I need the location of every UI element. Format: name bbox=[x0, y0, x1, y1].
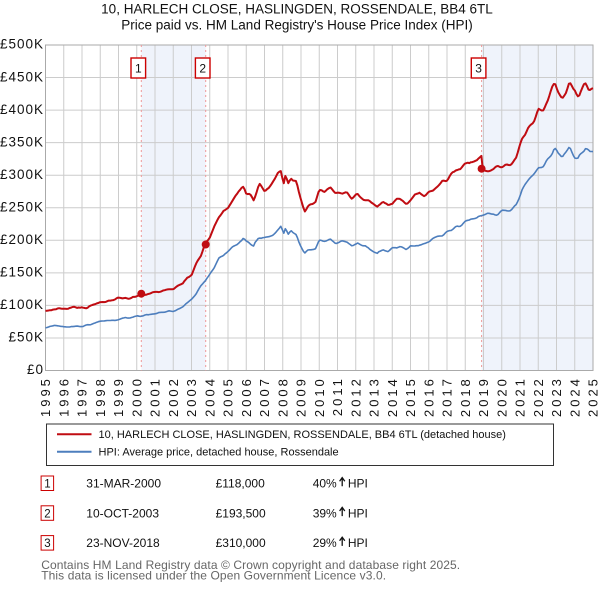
svg-text:2004: 2004 bbox=[202, 376, 217, 417]
svg-text:2006: 2006 bbox=[239, 376, 254, 417]
svg-text:£400K: £400K bbox=[0, 102, 44, 117]
svg-text:£100K: £100K bbox=[0, 297, 44, 312]
svg-text:2011: 2011 bbox=[330, 376, 345, 416]
svg-text:10, HARLECH CLOSE, HASLINGDEN,: 10, HARLECH CLOSE, HASLINGDEN, ROSSENDAL… bbox=[101, 2, 493, 17]
svg-text:2017: 2017 bbox=[440, 376, 455, 417]
svg-text:2010: 2010 bbox=[312, 376, 327, 417]
svg-text:10-OCT-2003: 10-OCT-2003 bbox=[86, 506, 159, 520]
svg-text:10, HARLECH CLOSE, HASLINGDEN,: 10, HARLECH CLOSE, HASLINGDEN, ROSSENDAL… bbox=[99, 429, 506, 441]
svg-text:29%: 29% bbox=[313, 536, 337, 550]
svg-text:1: 1 bbox=[44, 479, 50, 491]
svg-text:Price paid vs. HM Land Registr: Price paid vs. HM Land Registry's House … bbox=[121, 17, 472, 32]
svg-text:1997: 1997 bbox=[75, 376, 90, 417]
svg-text:This data is licensed under th: This data is licensed under the Open Gov… bbox=[41, 569, 386, 583]
svg-text:£300K: £300K bbox=[0, 167, 44, 182]
svg-text:£310,000: £310,000 bbox=[216, 536, 266, 550]
svg-text:HPI: HPI bbox=[348, 506, 368, 520]
svg-text:£350K: £350K bbox=[0, 134, 44, 149]
svg-text:3: 3 bbox=[475, 61, 482, 75]
svg-text:HPI: Average price, detached h: HPI: Average price, detached house, Ross… bbox=[99, 447, 339, 459]
svg-text:2009: 2009 bbox=[294, 376, 309, 417]
svg-text:1995: 1995 bbox=[38, 376, 53, 417]
svg-text:2002: 2002 bbox=[166, 376, 181, 417]
svg-text:2018: 2018 bbox=[458, 376, 473, 417]
svg-text:2022: 2022 bbox=[531, 376, 546, 417]
svg-text:2014: 2014 bbox=[385, 376, 400, 417]
svg-text:2023: 2023 bbox=[549, 376, 564, 417]
svg-text:2000: 2000 bbox=[129, 376, 144, 417]
svg-text:2020: 2020 bbox=[494, 376, 509, 417]
svg-text:2016: 2016 bbox=[421, 376, 436, 417]
svg-text:£193,500: £193,500 bbox=[216, 506, 266, 520]
svg-text:£150K: £150K bbox=[0, 265, 44, 280]
svg-text:2025: 2025 bbox=[586, 376, 600, 417]
svg-text:HPI: HPI bbox=[348, 477, 368, 491]
svg-text:2: 2 bbox=[199, 61, 206, 75]
svg-text:2: 2 bbox=[44, 508, 50, 520]
svg-text:31-MAR-2000: 31-MAR-2000 bbox=[86, 477, 161, 491]
svg-text:23-NOV-2018: 23-NOV-2018 bbox=[86, 536, 160, 550]
svg-text:2012: 2012 bbox=[348, 376, 363, 417]
svg-text:£450K: £450K bbox=[0, 69, 44, 84]
svg-text:2005: 2005 bbox=[221, 376, 236, 417]
svg-text:2024: 2024 bbox=[567, 376, 582, 417]
svg-text:£0: £0 bbox=[27, 362, 44, 377]
svg-text:1999: 1999 bbox=[111, 376, 126, 417]
svg-text:2008: 2008 bbox=[275, 376, 290, 417]
svg-text:£500K: £500K bbox=[0, 37, 44, 52]
svg-text:40%: 40% bbox=[313, 477, 337, 491]
svg-text:2015: 2015 bbox=[403, 376, 418, 417]
svg-text:£250K: £250K bbox=[0, 199, 44, 214]
svg-text:2021: 2021 bbox=[513, 376, 528, 417]
svg-text:£50K: £50K bbox=[8, 330, 44, 345]
svg-text:£200K: £200K bbox=[0, 232, 44, 247]
svg-text:1998: 1998 bbox=[93, 376, 108, 417]
svg-text:2003: 2003 bbox=[184, 376, 199, 417]
svg-text:HPI: HPI bbox=[348, 536, 368, 550]
svg-text:2001: 2001 bbox=[148, 376, 163, 417]
svg-text:2007: 2007 bbox=[257, 376, 272, 417]
svg-text:Contains HM Land Registry data: Contains HM Land Registry data © Crown c… bbox=[41, 558, 460, 572]
svg-text:39%: 39% bbox=[313, 506, 337, 520]
svg-text:3: 3 bbox=[44, 538, 50, 550]
svg-text:£118,000: £118,000 bbox=[216, 477, 265, 491]
svg-text:2019: 2019 bbox=[476, 376, 491, 417]
svg-text:2013: 2013 bbox=[367, 376, 382, 417]
svg-text:1996: 1996 bbox=[56, 376, 71, 417]
svg-text:1: 1 bbox=[135, 61, 142, 75]
